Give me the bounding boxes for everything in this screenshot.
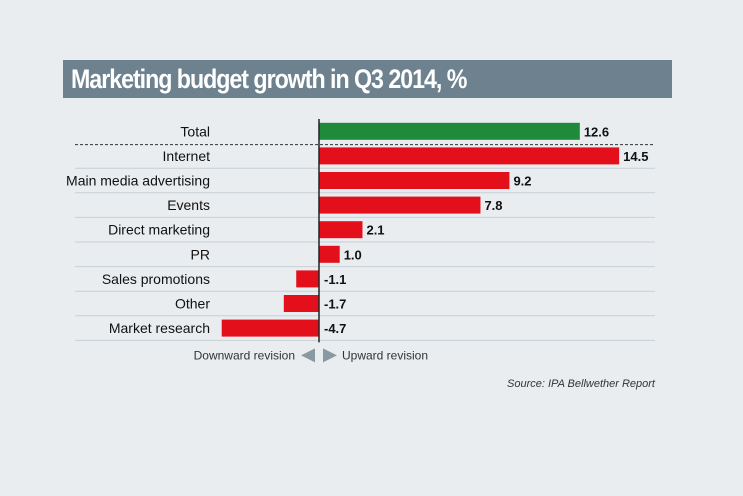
upward-revision-label: Upward revision bbox=[342, 348, 428, 362]
category-label: Internet bbox=[163, 148, 211, 164]
left-arrow-icon bbox=[301, 348, 315, 363]
grid-lines bbox=[75, 167, 655, 341]
chart-title: Marketing budget growth in Q3 2014, % bbox=[71, 64, 467, 94]
category-label: PR bbox=[191, 246, 210, 262]
category-label: Sales promotions bbox=[102, 271, 210, 287]
bars bbox=[221, 122, 620, 337]
category-label: Events bbox=[167, 197, 210, 213]
category-label: Total bbox=[180, 123, 210, 139]
value-labels: 12.6 14.5 9.2 7.8 2.1 1.0 -1.1 -1.7 -4.7 bbox=[324, 124, 648, 336]
value-label: 1.0 bbox=[344, 247, 362, 262]
category-label: Direct marketing bbox=[108, 222, 210, 238]
value-label: -1.7 bbox=[324, 297, 346, 312]
category-label: Main media advertising bbox=[66, 173, 210, 189]
category-label: Other bbox=[175, 296, 210, 312]
bar bbox=[319, 172, 510, 189]
bar bbox=[283, 295, 319, 312]
value-label: 14.5 bbox=[623, 149, 648, 164]
bar bbox=[319, 122, 580, 140]
category-labels: Total Internet Main media advertising Event… bbox=[66, 123, 210, 336]
value-label: 12.6 bbox=[584, 124, 609, 139]
revision-hints: Downward revision Upward revision bbox=[194, 348, 428, 363]
value-label: -4.7 bbox=[324, 321, 346, 336]
bar bbox=[296, 270, 319, 288]
bar bbox=[319, 221, 363, 239]
downward-revision-label: Downward revision bbox=[194, 348, 295, 362]
value-label: -1.1 bbox=[324, 272, 346, 287]
category-label: Market research bbox=[109, 320, 210, 336]
value-label: 2.1 bbox=[366, 223, 384, 238]
right-arrow-icon bbox=[323, 348, 337, 363]
bar bbox=[319, 196, 481, 214]
value-label: 7.8 bbox=[484, 198, 502, 213]
bar bbox=[319, 147, 620, 165]
chart-title-bar: Marketing budget growth in Q3 2014, % bbox=[63, 60, 672, 98]
value-label: 9.2 bbox=[513, 174, 531, 189]
source-note: Source: IPA Bellwether Report bbox=[507, 378, 655, 390]
bar bbox=[319, 245, 340, 263]
bar bbox=[221, 319, 319, 337]
